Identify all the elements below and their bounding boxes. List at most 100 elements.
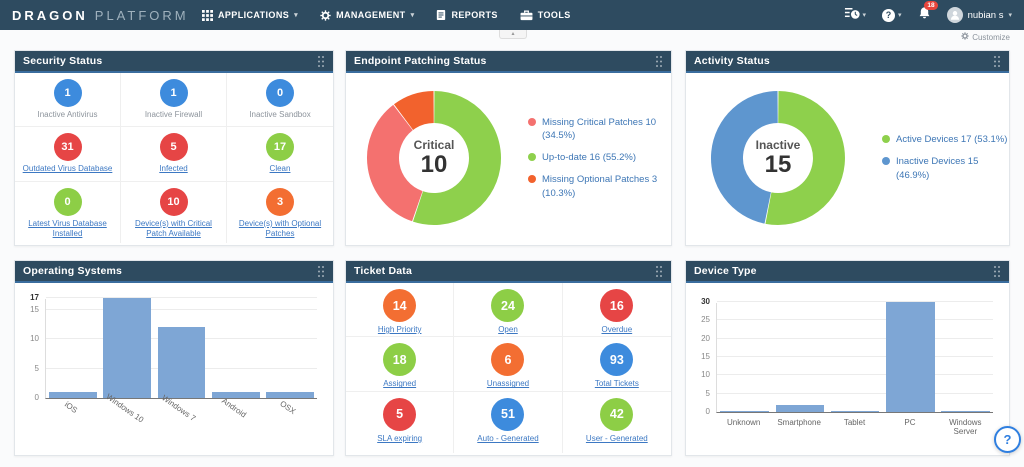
stat-value-badge[interactable]: 0 [53, 187, 82, 216]
bar[interactable] [103, 298, 152, 398]
legend-item[interactable]: Active Devices 17 (53.1%) [882, 133, 1009, 147]
tasks-clock-icon [844, 6, 860, 25]
panel-header: Ticket Data [346, 261, 671, 283]
x-axis-label: iOS [62, 399, 79, 415]
donut-svg [367, 91, 501, 225]
stat-item: 14 High Priority [346, 283, 455, 338]
bar[interactable] [775, 404, 825, 412]
drag-handle-icon[interactable] [993, 55, 1001, 68]
stat-label[interactable]: SLA expiring [377, 433, 423, 443]
stat-value-badge[interactable]: 42 [600, 397, 634, 431]
pending-tasks-button[interactable]: ▾ [844, 6, 866, 25]
stat-label[interactable]: Assigned [383, 379, 417, 389]
stat-label[interactable]: Clean [269, 164, 291, 174]
collapse-header-tab[interactable]: ▴ [499, 30, 527, 39]
stat-label[interactable]: High Priority [377, 325, 422, 334]
stat-value-badge[interactable]: 5 [383, 397, 417, 431]
stat-label[interactable]: Unassigned [486, 379, 530, 389]
bar[interactable] [211, 392, 260, 398]
stat-value-badge[interactable]: 3 [266, 187, 294, 216]
legend-item[interactable]: Missing Optional Patches 3 (10.3%) [528, 173, 670, 201]
tools-icon [520, 9, 533, 21]
stat-label[interactable]: User - Generated [585, 433, 648, 443]
bar[interactable] [941, 410, 990, 412]
stat-value-badge[interactable]: 14 [383, 289, 417, 322]
customize-link[interactable]: Customize [961, 32, 1010, 42]
grid-icon [202, 9, 213, 21]
legend-item[interactable]: Missing Critical Patches 10 (34.5%) [528, 116, 670, 144]
bar[interactable] [830, 410, 880, 412]
donut-svg [711, 91, 845, 225]
drag-handle-icon[interactable] [317, 265, 325, 278]
stat-label[interactable]: Overdue [601, 325, 633, 334]
legend-dot [528, 153, 536, 162]
stat-item: 10 Device(s) with Critical Patch Availab… [121, 181, 227, 243]
menu-applications[interactable]: APPLICATIONS ▾ [202, 9, 298, 21]
brand-primary: DRAGON [12, 7, 88, 23]
stat-label[interactable]: Total Tickets [594, 379, 639, 389]
stat-label[interactable]: Device(s) with Optional Patches [238, 218, 322, 238]
user-menu-button[interactable]: nubian s ▾ [946, 7, 1012, 23]
stat-label[interactable]: Latest Virus Database Installed [28, 218, 107, 238]
stat-value-badge[interactable]: 31 [53, 133, 82, 162]
menu-tools[interactable]: TOOLS [520, 9, 571, 21]
menu-reports[interactable]: REPORTS [436, 9, 497, 21]
plot-area: 0 5 10 15 20 25 30 [701, 297, 993, 416]
stat-item: 16 Overdue [562, 283, 671, 338]
stat-label[interactable]: Infected [159, 164, 188, 174]
stat-item: 0 Inactive Sandbox [227, 73, 333, 128]
brand-logo[interactable]: DRAGON PLATFORM [12, 8, 202, 23]
stat-value-badge: 1 [159, 79, 188, 107]
stat-value-badge[interactable]: 10 [159, 187, 188, 216]
panel-header: Security Status [15, 51, 333, 73]
menu-label: REPORTS [451, 10, 498, 20]
stat-item: 51 Auto - Generated [454, 391, 563, 453]
legend-dot [528, 117, 536, 126]
navbar-right-actions: ▾ ? ▾ 18 nubian s ▾ [844, 0, 1012, 25]
stat-value-badge[interactable]: 24 [491, 289, 525, 322]
y-axis-tick: 10 [30, 334, 39, 344]
drag-handle-icon[interactable] [993, 265, 1001, 278]
legend-label: Missing Critical Patches 10 (34.5%) [542, 116, 657, 142]
drag-handle-icon[interactable] [317, 55, 325, 68]
user-name: nubian s [967, 9, 1004, 21]
stat-value-badge[interactable]: 51 [491, 397, 525, 431]
menu-management[interactable]: MANAGEMENT ▾ [320, 9, 414, 21]
stat-item: 0 Latest Virus Database Installed [15, 181, 121, 243]
legend-item[interactable]: Inactive Devices 15 (46.9%) [882, 155, 1009, 183]
bar-chart-operating-systems: 0 5 10 15 17 iOS Windows 10 Windows 7 Android OSX [30, 293, 317, 439]
report-icon [436, 9, 446, 21]
notifications-button[interactable]: 18 [918, 0, 938, 25]
y-axis-tick: 5 [705, 388, 710, 398]
help-bubble-icon[interactable]: ? [994, 426, 1021, 453]
bar[interactable] [49, 392, 97, 398]
y-axis-tick: 15 [30, 304, 39, 314]
panel-header: Endpoint Patching Status [346, 51, 671, 73]
bar[interactable] [157, 327, 206, 398]
stat-value-badge[interactable]: 17 [266, 133, 294, 162]
help-menu-button[interactable]: ? ▾ [882, 8, 902, 22]
bar[interactable] [266, 392, 314, 398]
stat-value-badge[interactable]: 18 [383, 343, 417, 377]
drag-handle-icon[interactable] [655, 55, 663, 68]
bar[interactable] [720, 410, 769, 412]
panel-security-status: Security Status 1 Inactive Antivirus 1 I… [14, 50, 334, 246]
legend-label: Missing Optional Patches 3 (10.3%) [542, 173, 658, 199]
menu-label: APPLICATIONS [218, 10, 290, 20]
stat-label[interactable]: Outdated Virus Database [22, 164, 113, 174]
stat-item: 42 User - Generated [563, 392, 671, 453]
stat-value-badge[interactable]: 16 [600, 289, 634, 322]
stat-value-badge[interactable]: 93 [600, 343, 634, 377]
legend-item[interactable]: Up-to-date 16 (55.2%) [528, 151, 670, 165]
bar[interactable] [885, 302, 935, 412]
stat-value-badge[interactable]: 5 [159, 133, 188, 162]
panel-endpoint-patching-status: Endpoint Patching Status Critical 10 Mis… [345, 50, 672, 246]
stat-label[interactable]: Device(s) with Critical Patch Available [135, 218, 212, 238]
drag-handle-icon[interactable] [655, 265, 663, 278]
stat-label[interactable]: Auto - Generated [477, 433, 539, 443]
stat-value-badge[interactable]: 6 [491, 343, 525, 377]
stat-label[interactable]: Open [498, 325, 518, 334]
panel-title: Device Type [694, 265, 757, 277]
x-axis: iOS Windows 10 Windows 7 Android OSX [45, 392, 317, 439]
legend-dot [528, 174, 536, 183]
